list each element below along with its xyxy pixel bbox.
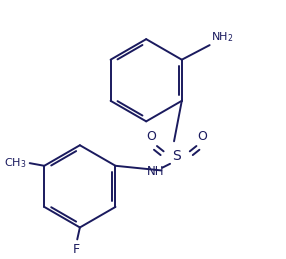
- Text: O: O: [197, 130, 207, 143]
- Text: NH$_2$: NH$_2$: [211, 30, 234, 44]
- Text: CH$_3$: CH$_3$: [4, 156, 27, 169]
- Text: NH: NH: [147, 165, 164, 178]
- Text: F: F: [72, 243, 80, 256]
- Text: O: O: [146, 130, 156, 143]
- Text: S: S: [172, 149, 181, 163]
